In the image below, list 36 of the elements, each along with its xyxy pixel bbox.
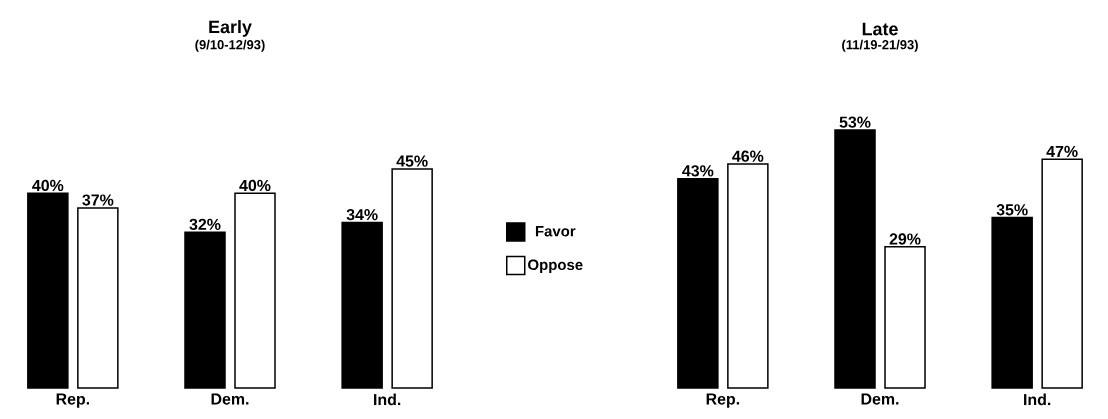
data-label: 37% bbox=[82, 194, 114, 206]
chart-title: Early bbox=[209, 20, 252, 37]
chart-subtitle: (11/19-21/93) bbox=[842, 39, 918, 52]
bar bbox=[1041, 158, 1083, 389]
data-label: 46% bbox=[732, 150, 764, 162]
bar bbox=[77, 207, 119, 389]
chart-subtitle: (9/10-12/93) bbox=[195, 39, 265, 52]
bar bbox=[884, 246, 926, 389]
bar bbox=[727, 163, 769, 389]
data-label: 40% bbox=[32, 179, 64, 192]
data-label: 47% bbox=[1046, 145, 1078, 158]
chart-title: Late bbox=[862, 22, 898, 36]
x-tick-label: Dem. bbox=[211, 393, 249, 405]
bar bbox=[834, 129, 876, 389]
bar bbox=[991, 216, 1033, 389]
data-label: 45% bbox=[396, 155, 428, 167]
data-label: 40% bbox=[239, 179, 271, 192]
legend-label: Oppose bbox=[528, 259, 583, 273]
bar bbox=[391, 168, 433, 389]
bar bbox=[184, 231, 226, 389]
data-label: 29% bbox=[889, 233, 921, 245]
data-label: 53% bbox=[839, 116, 871, 128]
bar bbox=[234, 192, 276, 389]
x-tick-label: Dem. bbox=[861, 393, 899, 405]
data-label: 43% bbox=[682, 165, 714, 177]
bar bbox=[341, 221, 383, 389]
x-tick-label: Rep. bbox=[56, 393, 90, 408]
x-tick-label: Ind. bbox=[1024, 393, 1051, 406]
bar bbox=[27, 192, 69, 389]
x-tick-label: Ind. bbox=[374, 393, 401, 406]
bar bbox=[677, 177, 719, 389]
x-tick-label: Rep. bbox=[706, 393, 740, 408]
data-label: 32% bbox=[189, 218, 221, 231]
data-label: 35% bbox=[996, 204, 1028, 216]
data-label: 34% bbox=[346, 208, 378, 221]
legend-label: Favor bbox=[535, 226, 576, 237]
